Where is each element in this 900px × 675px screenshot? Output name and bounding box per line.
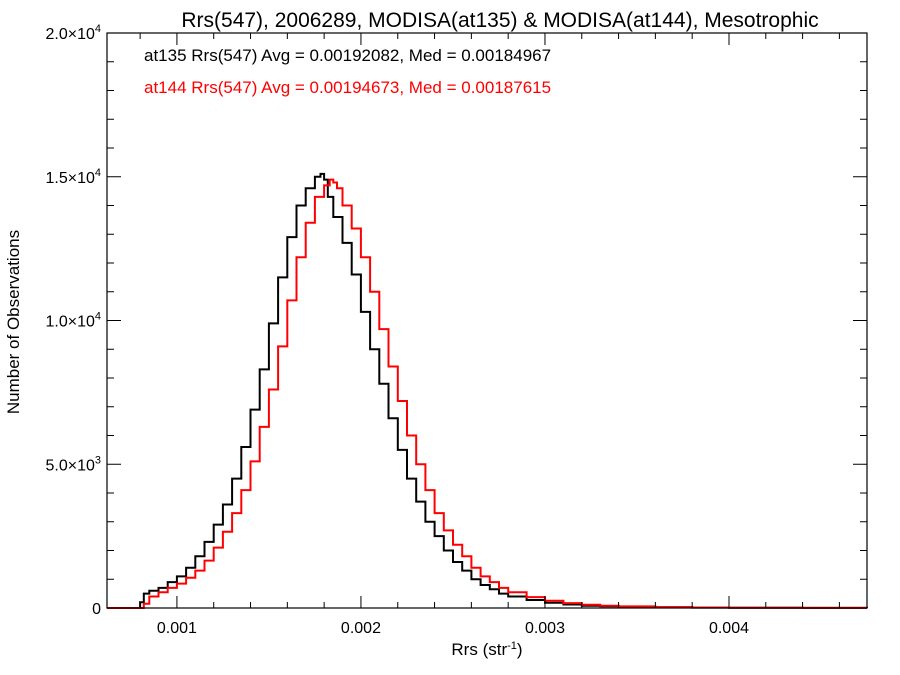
series-layer <box>107 172 868 609</box>
x-tick-label: 0.004 <box>709 620 749 637</box>
series-line-0 <box>107 172 868 609</box>
chart-title: Rrs(547), 2006289, MODISA(at135) & MODIS… <box>181 9 818 32</box>
x-tick-label: 0.003 <box>525 620 565 637</box>
y-tick-label: 5.0×103 <box>45 454 101 474</box>
x-axis-label-end: ) <box>517 640 523 659</box>
y-tick-label: 1.0×104 <box>45 311 101 331</box>
plot-frame <box>106 32 868 609</box>
y-axis-label: Number of Observations <box>4 230 23 414</box>
legend-entry-at144: at144 Rrs(547) Avg = 0.00194673, Med = 0… <box>144 78 551 97</box>
x-tick-label: 0.002 <box>341 620 381 637</box>
y-tick-label: 0 <box>92 601 101 618</box>
ticks-layer: 0.001 0.002 0.003 0.004 0 5.0×103 1.0×104 1.5×1… <box>45 23 867 637</box>
legend-entry-at135: at135 Rrs(547) Avg = 0.00192082, Med = 0… <box>144 46 551 65</box>
y-tick-label: 2.0×104 <box>45 23 101 43</box>
x-axis-label: Rrs (str-1) <box>451 640 522 659</box>
y-tick-label: 1.5×104 <box>45 167 101 187</box>
series-line-1 <box>107 178 868 609</box>
x-axis-label-main: Rrs (str <box>451 640 507 659</box>
x-tick-label: 0.001 <box>157 620 197 637</box>
x-axis-label-sup: -1 <box>507 640 517 652</box>
